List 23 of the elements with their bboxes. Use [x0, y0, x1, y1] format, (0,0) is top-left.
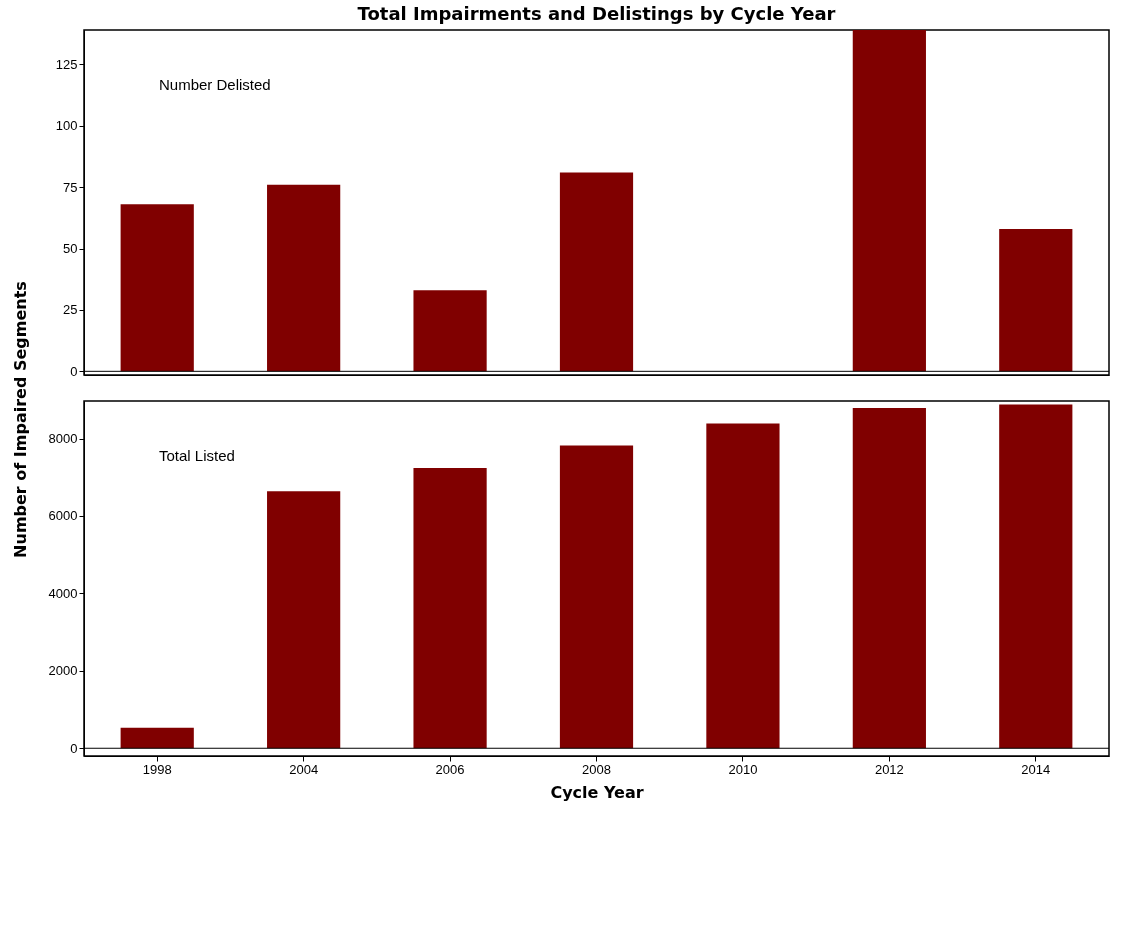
- y-axis-title: Number of Impaired Segments: [10, 280, 30, 560]
- x-tick-label: 2010: [728, 761, 758, 777]
- y-tick-label: 25: [63, 302, 78, 318]
- y-tick-label: 8000: [48, 431, 78, 447]
- x-tick-label: 2012: [874, 761, 904, 777]
- y-tick-label: 125: [55, 56, 78, 72]
- y-tick-label: 6000: [48, 508, 78, 524]
- y-tick-label: 4000: [48, 585, 78, 601]
- y-tick-label: 50: [63, 241, 78, 257]
- x-tick-label: 2008: [582, 761, 611, 777]
- y-tick-label: 75: [63, 179, 78, 195]
- x-axis-title: Cycle Year: [550, 782, 644, 802]
- chart-title: Total Impairments and Delistings by Cycle Year: [357, 3, 836, 24]
- annotation: Number Delisted: [159, 76, 271, 93]
- x-tick-label: 2004: [289, 761, 319, 777]
- y-tick-label: 0: [70, 363, 78, 379]
- y-tick-label: 2000: [48, 663, 78, 679]
- x-tick-label: 1998: [142, 761, 172, 777]
- annotation: Total Listed: [159, 447, 235, 464]
- y-tick-label: 0: [70, 740, 78, 756]
- x-tick-label: 2006: [435, 761, 465, 777]
- x-tick-label: 2014: [1021, 761, 1051, 777]
- y-tick-label: 100: [55, 118, 78, 134]
